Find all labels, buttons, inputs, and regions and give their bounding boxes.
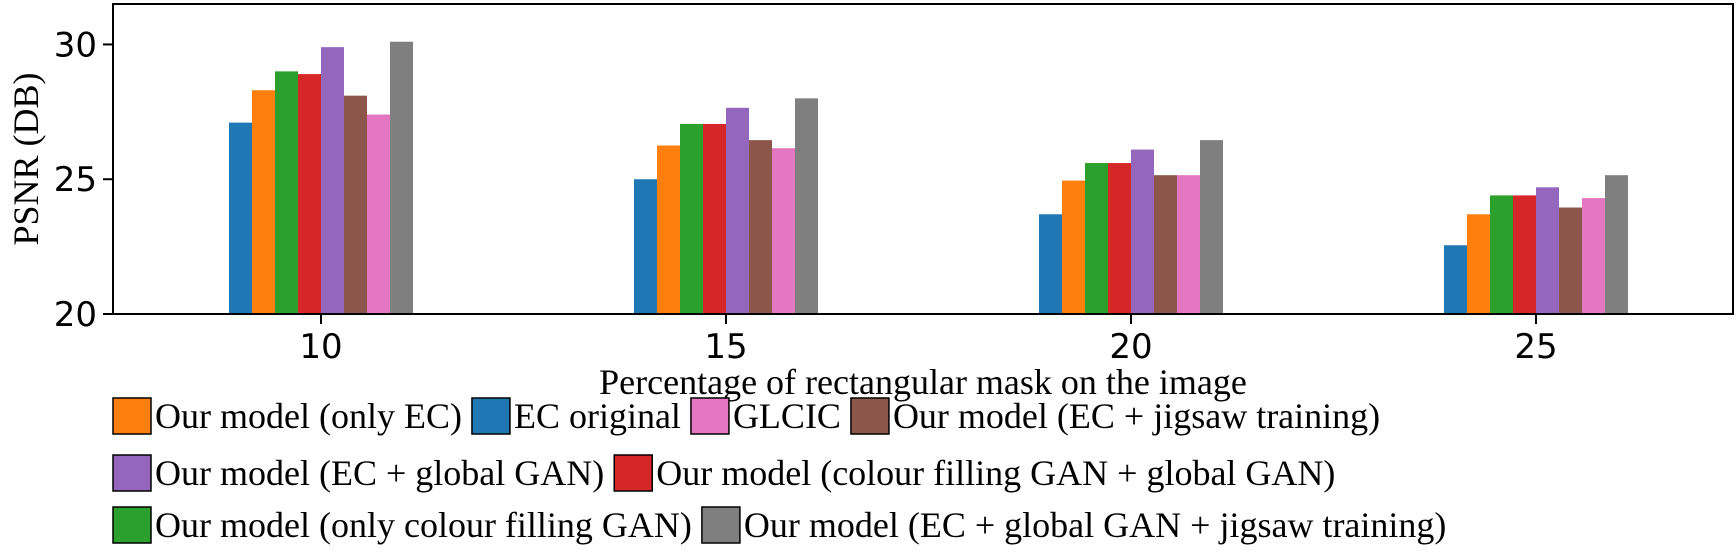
bar-our-model-only-ec-25: [1467, 214, 1490, 314]
bar-our-model-only-ec-10: [252, 90, 275, 315]
bar-our-model-only-colour-filling-gan-25: [1490, 195, 1513, 314]
x-tick-label-10: 10: [299, 327, 342, 367]
bar-glcic-25: [1582, 198, 1605, 314]
legend-label-our-model-ec-global-gan-jigsaw-training: Our model (EC + global GAN + jigsaw trai…: [744, 505, 1447, 545]
y-tick-label-25: 25: [54, 160, 97, 200]
bar-our-model-ec-global-gan-jigsaw-training-15: [795, 98, 818, 314]
y-axis-label: PSNR (DB): [6, 72, 46, 245]
x-tick-label-20: 20: [1109, 327, 1152, 367]
bar-our-model-only-ec-15: [657, 145, 680, 314]
bar-our-model-ec-global-gan-jigsaw-training-25: [1605, 175, 1628, 314]
legend-swatch-our-model-only-colour-filling-gan: [112, 506, 152, 544]
bar-our-model-only-colour-filling-gan-20: [1085, 163, 1108, 314]
x-axis-label: Percentage of rectangular mask on the im…: [599, 362, 1247, 402]
x-tick-label-25: 25: [1514, 327, 1557, 367]
legend-swatch-glcic: [690, 397, 730, 435]
legend-label-our-model-ec-global-gan: Our model (EC + global GAN): [155, 453, 604, 493]
bar-glcic-20: [1177, 175, 1200, 314]
bar-our-model-ec-global-gan-jigsaw-training-20: [1200, 140, 1223, 314]
bar-our-model-colour-filling-gan-global-gan-10: [298, 74, 321, 314]
bar-our-model-ec-global-gan-10: [321, 47, 344, 315]
legend-label-our-model-colour-filling-gan-global-gan: Our model (colour filling GAN + global G…: [656, 453, 1335, 493]
legend-label-our-model-only-colour-filling-gan: Our model (only colour filling GAN): [155, 505, 692, 545]
bar-ec-original-20: [1039, 214, 1062, 314]
legend-swatch-our-model-ec-jigsaw-training: [850, 397, 890, 435]
legend-swatch-our-model-colour-filling-gan-global-gan: [613, 454, 653, 492]
bar-our-model-only-colour-filling-gan-10: [275, 71, 298, 315]
bar-our-model-ec-jigsaw-training-20: [1154, 175, 1177, 314]
y-tick-label-30: 30: [54, 25, 97, 65]
legend-swatch-our-model-only-ec: [112, 397, 152, 435]
legend-label-glcic: GLCIC: [733, 396, 841, 436]
bar-our-model-colour-filling-gan-global-gan-25: [1513, 195, 1536, 314]
legend-swatch-ec-original: [471, 397, 511, 435]
x-tick-label-15: 15: [704, 327, 747, 367]
bar-ec-original-10: [229, 122, 252, 314]
bar-our-model-ec-jigsaw-training-15: [749, 140, 772, 314]
bar-our-model-ec-jigsaw-training-25: [1559, 207, 1582, 314]
legend: Our model (only EC) EC original GLCIC Our m…: [112, 396, 1447, 545]
legend-label-our-model-ec-jigsaw-training: Our model (EC + jigsaw training): [893, 396, 1380, 436]
bar-ec-original-15: [634, 179, 657, 314]
legend-label-our-model-only-ec: Our model (only EC): [155, 396, 462, 436]
y-tick-label-20: 20: [54, 295, 97, 335]
legend-swatch-our-model-ec-global-gan-jigsaw-training: [701, 506, 741, 544]
x-axis-ticks: 10 15 20 25: [299, 314, 1558, 367]
bar-our-model-ec-global-gan-15: [726, 107, 749, 314]
bar-ec-original-25: [1444, 245, 1467, 314]
bar-our-model-ec-global-gan-25: [1536, 187, 1559, 314]
bar-our-model-colour-filling-gan-global-gan-20: [1108, 163, 1131, 314]
bar-our-model-ec-global-gan-20: [1131, 149, 1154, 314]
bar-glcic-10: [367, 114, 390, 315]
bar-our-model-colour-filling-gan-global-gan-15: [703, 123, 726, 315]
y-axis-ticks: 20 25 30: [54, 25, 113, 335]
bar-our-model-ec-global-gan-jigsaw-training-10: [390, 41, 413, 314]
legend-label-ec-original: EC original: [514, 396, 681, 436]
bar-our-model-only-ec-20: [1062, 180, 1085, 314]
bar-our-model-ec-jigsaw-training-10: [344, 95, 367, 314]
bars-group: [229, 41, 1628, 315]
bar-our-model-only-colour-filling-gan-15: [680, 123, 703, 315]
plot-frame: [112, 3, 1734, 315]
bar-glcic-15: [772, 148, 795, 314]
legend-swatch-our-model-ec-global-gan: [112, 454, 152, 492]
